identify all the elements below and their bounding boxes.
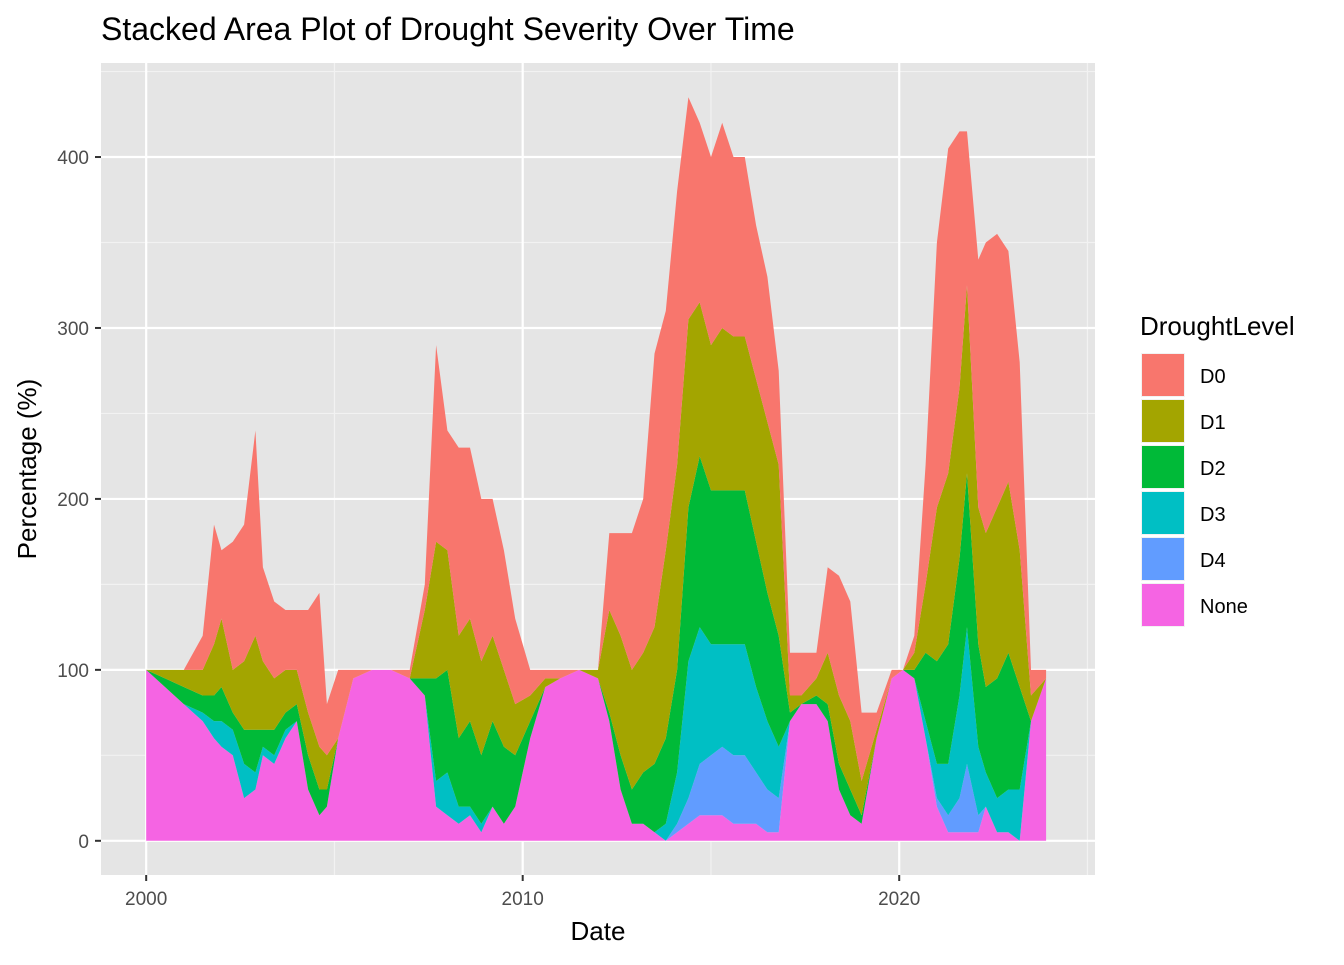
y-tick-label: 200 bbox=[57, 490, 89, 511]
legend-label-d4: D4 bbox=[1200, 550, 1226, 572]
legend-swatch-d3 bbox=[1142, 492, 1184, 534]
legend-swatch-none bbox=[1142, 584, 1184, 626]
legend-title: DroughtLevel bbox=[1140, 311, 1295, 341]
legend-label-d2: D2 bbox=[1200, 458, 1226, 480]
area-d1 bbox=[146, 285, 1047, 816]
legend-swatch-d4 bbox=[1142, 538, 1184, 580]
area-d4 bbox=[146, 669, 1047, 841]
legend-label-d1: D1 bbox=[1200, 412, 1226, 434]
legend-label-d3: D3 bbox=[1200, 504, 1226, 526]
x-tick-label: 2000 bbox=[125, 889, 167, 910]
y-axis: 0 100 200 300 400 bbox=[57, 148, 101, 853]
legend-swatch-d1 bbox=[1142, 400, 1184, 442]
legend-label-d0: D0 bbox=[1200, 366, 1226, 388]
x-tick-label: 2020 bbox=[878, 889, 920, 910]
legend: DroughtLevel D0 D1 D2 D3 D4 None bbox=[1140, 311, 1295, 627]
y-axis-label: Percentage (%) bbox=[12, 379, 42, 560]
area-series-group bbox=[146, 97, 1047, 841]
y-tick-label: 400 bbox=[57, 148, 89, 169]
legend-swatch-d2 bbox=[1142, 446, 1184, 488]
y-tick-label: 100 bbox=[57, 661, 89, 682]
area-none bbox=[146, 669, 1047, 841]
x-axis-label: Date bbox=[571, 916, 626, 946]
x-tick-label: 2010 bbox=[502, 889, 544, 910]
x-axis: 2000 2010 2020 bbox=[125, 875, 920, 910]
y-tick-label: 0 bbox=[78, 832, 89, 853]
legend-swatch-d0 bbox=[1142, 354, 1184, 396]
legend-items: D0 D1 D2 D3 D4 None bbox=[1141, 353, 1248, 627]
chart-title: Stacked Area Plot of Drought Severity Ov… bbox=[101, 11, 795, 47]
y-tick-label: 300 bbox=[57, 319, 89, 340]
area-d0 bbox=[146, 97, 1047, 781]
legend-label-none: None bbox=[1200, 596, 1248, 618]
